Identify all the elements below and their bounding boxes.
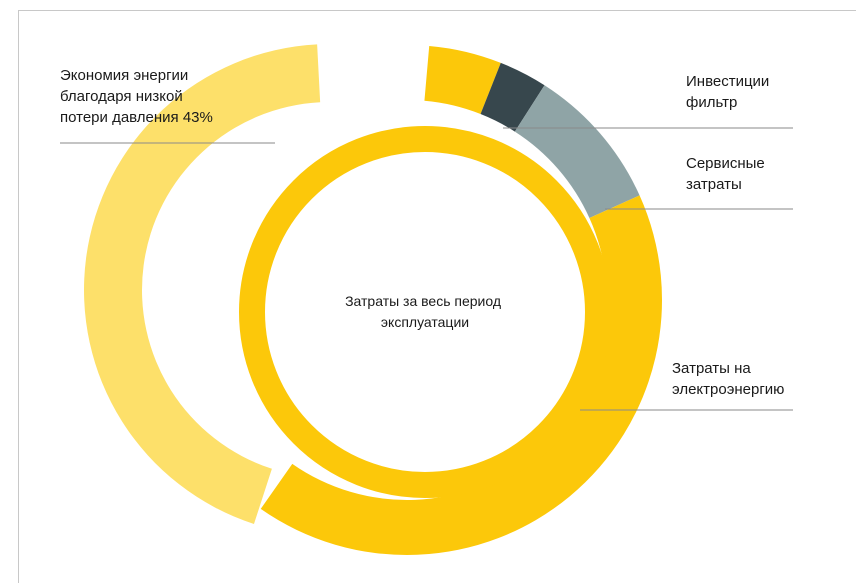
- center-label: Затраты за весь период эксплуатации: [345, 293, 505, 330]
- slice-inner-ring: [239, 126, 611, 498]
- label-savings-line-3: потери давления 43%: [60, 109, 213, 126]
- label-investment-line-1: Инвестиции: [686, 73, 769, 90]
- label-electricity-line-2: электроэнергию: [672, 381, 784, 398]
- chart-frame: [18, 10, 856, 583]
- slice-savings: [84, 44, 321, 524]
- slice-electricity: [260, 195, 663, 556]
- label-service: Сервисные затраты: [686, 155, 769, 193]
- label-savings-line-1: Экономия энергии: [60, 67, 188, 84]
- label-service-line-1: Сервисные: [686, 155, 765, 172]
- slice-service: [514, 85, 640, 218]
- label-savings: Экономия энергии благодаря низкой потери…: [60, 67, 213, 126]
- slice-small-yellow: [424, 45, 501, 115]
- label-electricity-line-1: Затраты на: [672, 360, 751, 377]
- chart-slices: [84, 44, 663, 556]
- label-investment: Инвестиции фильтр: [686, 73, 773, 111]
- label-service-line-2: затраты: [686, 176, 742, 193]
- label-electricity: Затраты на электроэнергию: [672, 360, 784, 398]
- label-savings-line-2: благодаря низкой: [60, 88, 183, 105]
- leader-lines: [60, 127, 793, 411]
- slice-investment: [480, 62, 545, 132]
- center-label-line-2: эксплуатации: [381, 314, 469, 330]
- center-label-line-1: Затраты за весь период: [345, 293, 501, 309]
- label-investment-line-2: фильтр: [686, 94, 737, 111]
